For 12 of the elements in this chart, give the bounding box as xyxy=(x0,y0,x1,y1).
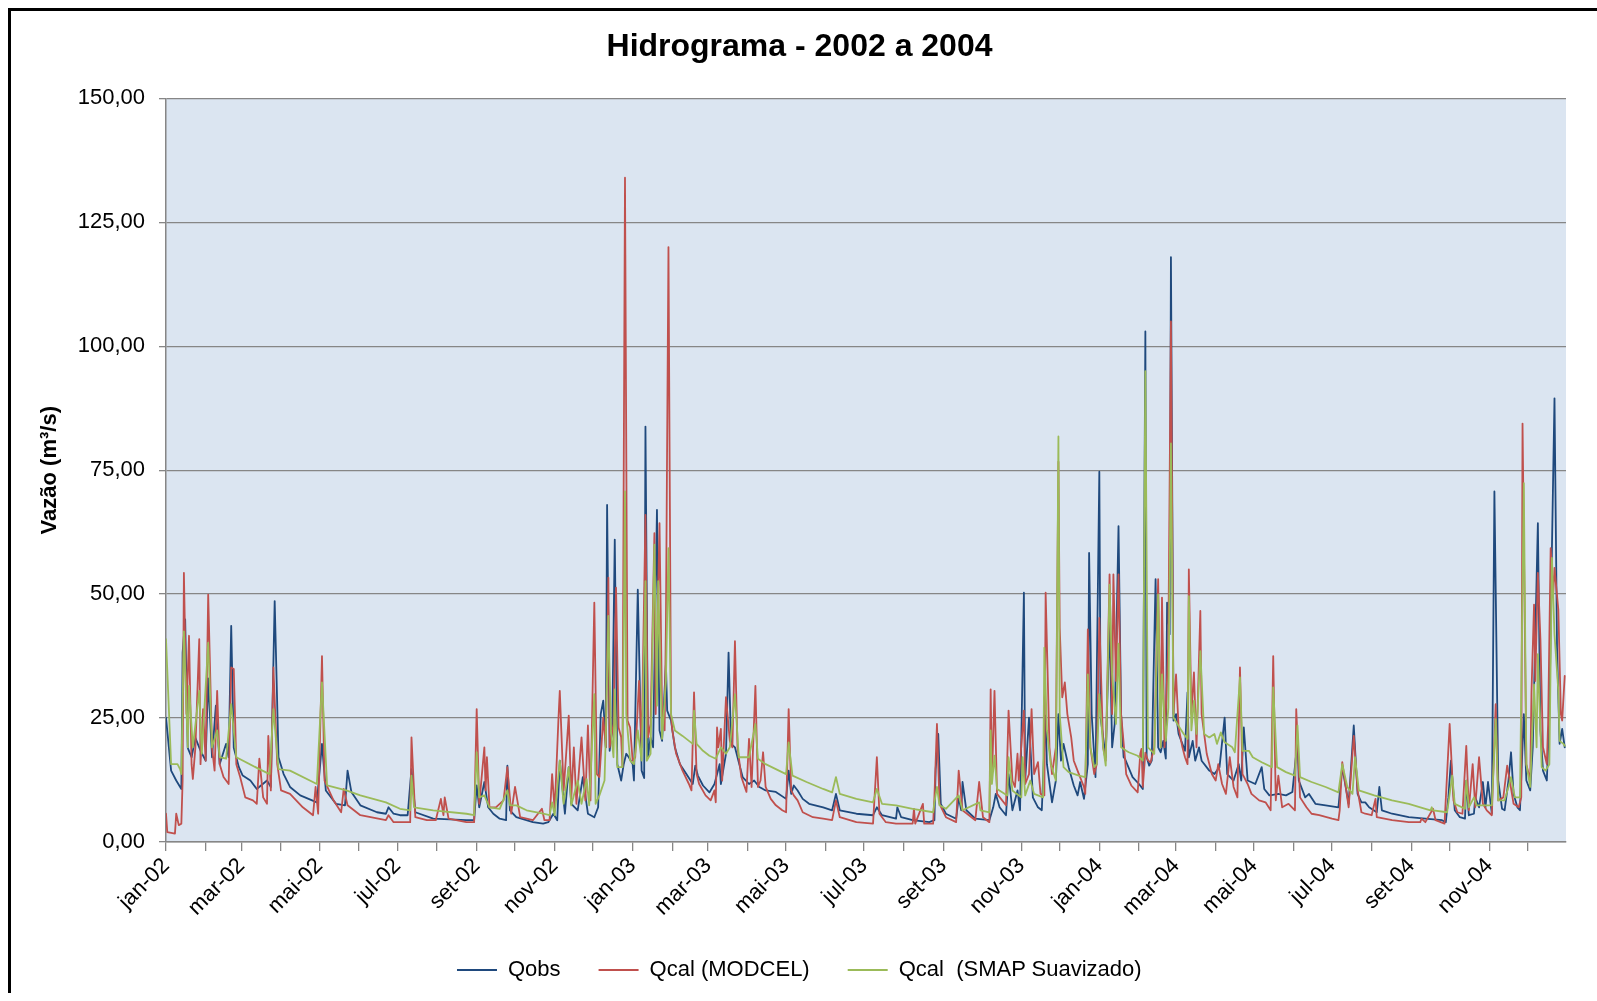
legend-label: Qobs xyxy=(507,956,561,982)
y-tick-label: 50,00 xyxy=(89,580,145,606)
legend-label: Qcal (SMAP Suavizado) xyxy=(898,956,1142,982)
y-tick-label: 150,00 xyxy=(77,84,145,110)
chart-title: Hidrograma - 2002 a 2004 xyxy=(606,27,993,64)
y-axis-title: Vazão (m³/s) xyxy=(36,406,62,535)
y-tick-label: 100,00 xyxy=(77,332,145,358)
y-tick-label: 75,00 xyxy=(89,456,145,482)
y-tick-label: 0,00 xyxy=(102,828,145,854)
y-tick-label: 125,00 xyxy=(77,208,145,234)
y-tick-label: 25,00 xyxy=(89,704,145,730)
legend-label: Qcal (MODCEL) xyxy=(649,956,810,982)
